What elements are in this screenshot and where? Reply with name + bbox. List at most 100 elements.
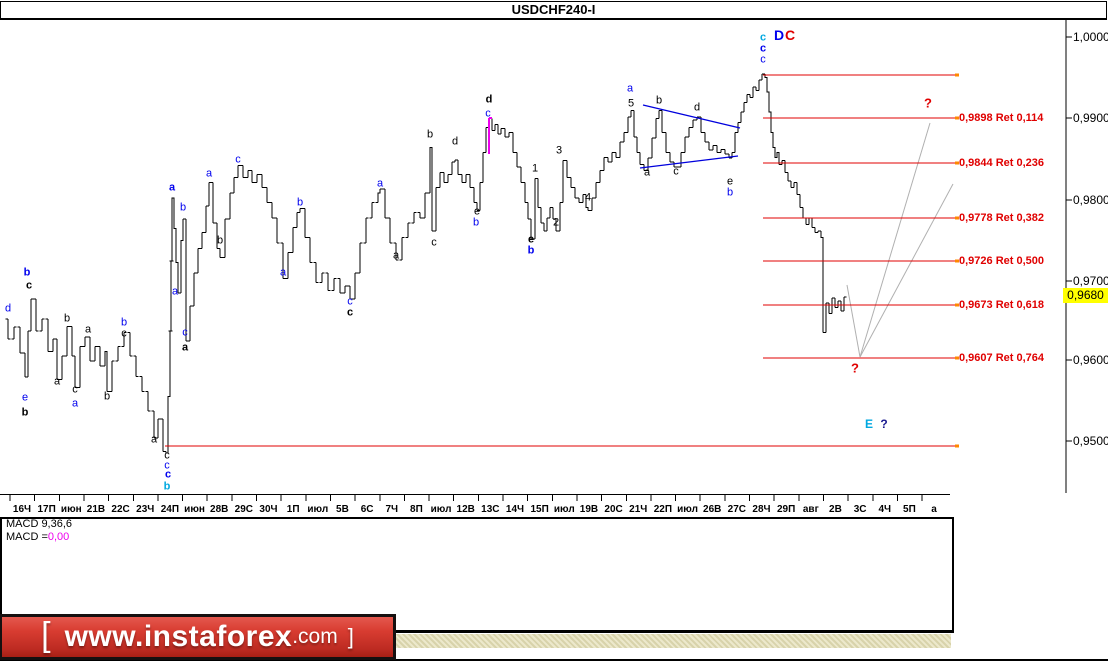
price-axis-label: 0,9600 xyxy=(1073,353,1108,367)
wave-label: d xyxy=(4,302,12,315)
logo-text: www.instaforex xyxy=(64,620,293,653)
wave-label: c xyxy=(759,31,767,44)
macd-panel xyxy=(0,517,954,633)
macd-current-value: 0,00 xyxy=(47,531,70,543)
x-axis-label: 16Ч xyxy=(12,504,32,515)
wave-label: b xyxy=(426,128,434,141)
wave-label: b xyxy=(296,196,304,209)
wave-label: 3 xyxy=(555,144,563,157)
wave-label: ? xyxy=(851,360,859,376)
wave-label: d xyxy=(451,135,459,148)
x-axis-label: 14Ч xyxy=(505,504,525,515)
fib-label: 0,9607 Ret 0,764 xyxy=(959,352,1045,364)
x-axis-label: июл xyxy=(307,504,329,515)
wave-label: b xyxy=(63,312,71,325)
wave-label: c xyxy=(485,107,491,120)
fib-label: 0,9673 Ret 0,618 xyxy=(959,299,1045,311)
wave-label: c xyxy=(347,295,353,308)
wave-label: b xyxy=(120,316,128,329)
macd-value-prefix: MACD = xyxy=(6,531,48,543)
logo-bracket-right: ] xyxy=(347,624,354,649)
fib-label: 0,9898 Ret 0,114 xyxy=(959,112,1044,124)
wave-label: 5 xyxy=(627,97,635,110)
wave-label: a xyxy=(205,167,213,180)
x-axis-label: 4Ч xyxy=(878,504,892,515)
x-axis-label: 21В xyxy=(86,504,106,515)
wave-label: d xyxy=(693,101,701,114)
x-axis-label: 20С xyxy=(604,504,623,515)
wave-label: e xyxy=(726,175,734,188)
wave-label: b xyxy=(163,480,171,493)
projection-line xyxy=(846,284,861,358)
price-axis-label: 0,9900 xyxy=(1073,111,1108,125)
x-axis-label: 28Ч xyxy=(752,504,771,515)
trendline xyxy=(639,155,739,169)
wave-label: b xyxy=(216,234,224,247)
wave-label: b xyxy=(726,186,734,199)
price-axis-label: 0,9700 xyxy=(1073,274,1108,288)
wave-label: 2 xyxy=(552,216,560,229)
wave-label: a xyxy=(376,177,384,190)
price-axis-label: 0,9500 xyxy=(1073,434,1108,448)
trendline xyxy=(642,104,741,129)
x-axis-label: 17П xyxy=(37,504,56,515)
x-axis-label: 2В xyxy=(829,504,842,515)
wave-label: a xyxy=(150,433,158,446)
wave-label: b xyxy=(179,201,187,214)
x-axis-label: 21Ч xyxy=(629,504,648,515)
wave-label: c xyxy=(760,53,766,66)
logo-tld: .com xyxy=(292,625,338,648)
x-axis-label: 13С xyxy=(481,504,500,515)
x-axis-label: 5В xyxy=(336,504,349,515)
current-price-badge: 0,9680 xyxy=(1063,288,1108,303)
wave-label: c xyxy=(182,326,188,339)
wave-label: E xyxy=(864,417,874,431)
x-axis-label: 28В xyxy=(210,504,229,515)
bottom-hatch-strip xyxy=(393,634,951,648)
x-axis-label: 26В xyxy=(703,504,722,515)
wave-label: c xyxy=(164,468,172,481)
wave-label: a xyxy=(626,82,634,95)
x-axis-label: 7Ч xyxy=(385,504,399,515)
x-axis-label: июн xyxy=(184,504,205,515)
x-axis-label: 29П xyxy=(776,504,796,515)
x-axis-label: 24П xyxy=(160,504,180,515)
wave-label: 4 xyxy=(584,191,592,204)
instaforex-logo[interactable]: [www.instaforex .com] xyxy=(0,614,396,660)
wave-label: a xyxy=(168,181,176,194)
wave-label: a xyxy=(53,375,61,388)
x-axis-label: 22П xyxy=(653,504,673,515)
wave-label: c xyxy=(25,279,33,292)
x-axis-label: июл xyxy=(677,504,698,515)
wave-label: 1 xyxy=(531,162,539,175)
x-axis-label: 1П xyxy=(286,504,300,515)
wave-label: c xyxy=(72,383,78,396)
wave-label: e xyxy=(473,205,481,218)
x-axis-label: июл xyxy=(430,504,452,515)
wave-label: a xyxy=(181,341,189,354)
x-axis-label: 29С xyxy=(234,504,254,515)
wave-label: D xyxy=(773,27,785,43)
x-axis-label: 23Ч xyxy=(136,504,155,515)
wave-label: c xyxy=(759,42,767,55)
x-axis-label: 12В xyxy=(456,504,475,515)
x-axis-label: а xyxy=(931,504,937,515)
fib-label: 0,9726 Ret 0,500 xyxy=(959,255,1045,267)
price-axis-label: 1,0000 xyxy=(1073,30,1108,44)
fib-label: 0,9778 Ret 0,382 xyxy=(959,212,1045,224)
wave-label: b xyxy=(103,390,111,403)
wave-label: a xyxy=(84,323,92,336)
wave-label: c xyxy=(164,459,170,472)
wave-label: c xyxy=(346,306,354,319)
x-axis-label: авг xyxy=(802,504,819,515)
x-axis-label: 8П xyxy=(410,504,423,515)
projection-line xyxy=(859,183,954,358)
wave-label: C xyxy=(784,27,796,43)
wave-label: c xyxy=(235,153,241,166)
macd-value-row: MACD =0,00 xyxy=(6,531,69,543)
wave-label: c xyxy=(431,236,437,249)
wave-label: b xyxy=(527,244,535,257)
wave-label: a xyxy=(71,397,79,410)
